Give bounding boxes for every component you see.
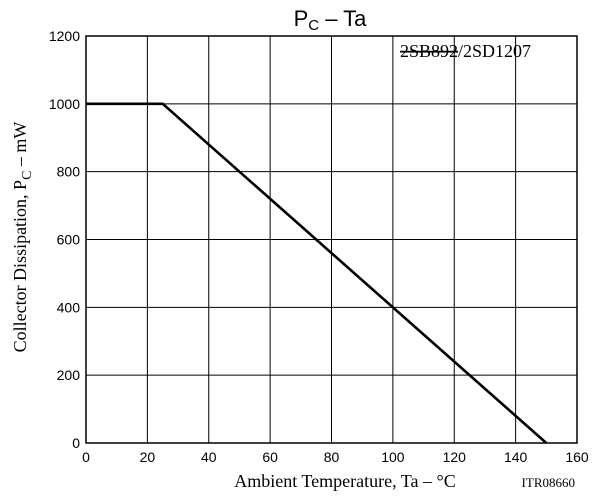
x-tick-label: 60	[262, 449, 278, 465]
x-tick-label: 160	[565, 449, 589, 465]
title-rest: – Ta	[319, 6, 367, 31]
x-tick-label: 20	[140, 449, 156, 465]
series-line-0	[86, 102, 548, 444]
grid	[85, 35, 578, 444]
y-axis-label: Collector Dissipation, PC – mW	[10, 122, 35, 353]
x-tick-label: 80	[324, 449, 340, 465]
figure-code: ITR08660	[522, 475, 575, 490]
y-tick-label: 400	[57, 299, 81, 315]
annotation-separator: /	[458, 41, 463, 61]
y-tick-label: 1000	[49, 96, 80, 112]
ylabel-after: – mW	[10, 122, 30, 171]
title-main: P	[294, 6, 309, 31]
x-axis-label: Ambient Temperature, Ta – °C	[234, 471, 455, 491]
part-number-annotation: 2SB892/2SD1207	[400, 41, 531, 61]
y-tick-label: 600	[57, 232, 81, 248]
y-tick-label: 0	[72, 435, 80, 451]
x-tick-label: 120	[443, 449, 467, 465]
x-tick-label: 0	[82, 449, 90, 465]
series-layer	[86, 102, 548, 444]
title-subscript: C	[308, 17, 319, 34]
plot-frame	[85, 35, 578, 444]
annotation-struck: 2SB892	[400, 41, 458, 61]
tick-labels: 0 20 40 60 80 100 120 140 160 0 200 400 600 800 1000 12…	[49, 28, 589, 465]
ylabel-subscript: C	[20, 171, 35, 180]
x-tick-label: 100	[381, 449, 405, 465]
annotation-rest: 2SD1207	[463, 41, 531, 61]
x-tick-label: 40	[201, 449, 217, 465]
y-tick-label: 200	[57, 367, 81, 383]
y-tick-label: 1200	[49, 28, 80, 44]
chart-title: PC – Ta	[294, 6, 368, 34]
x-tick-label: 140	[504, 449, 528, 465]
y-tick-label: 800	[57, 164, 81, 180]
ylabel-before: Collector Dissipation, P	[10, 180, 30, 353]
